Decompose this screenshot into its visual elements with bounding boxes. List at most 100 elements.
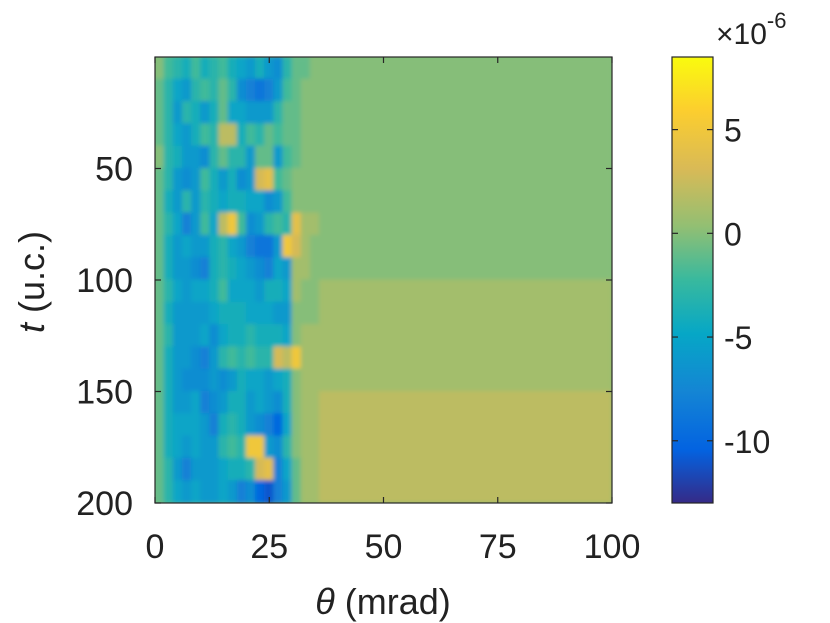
heatmap-cell [227, 346, 238, 370]
heatmap-cell [387, 480, 430, 503]
heatmap-cell [273, 234, 284, 259]
heatmap-cell [328, 101, 341, 125]
heatmap-cell [155, 391, 165, 415]
heatmap-cell [218, 391, 229, 415]
heatmap-cell [200, 123, 211, 147]
heatmap-cell [209, 435, 220, 459]
heatmap-cell [273, 457, 284, 482]
colorbar-tick-label: 5 [724, 113, 742, 149]
heatmap-cell [387, 324, 430, 348]
heatmap-cell [428, 78, 476, 103]
heatmap-cell [227, 168, 238, 192]
heatmap-cell [328, 145, 341, 169]
heatmap-cell [155, 145, 165, 169]
heatmap-cell [282, 480, 293, 503]
heatmap-cell [328, 301, 341, 326]
heatmap-plot-area [155, 57, 612, 503]
heatmap-cell [387, 234, 430, 259]
heatmap-cell [328, 279, 341, 303]
heatmap-cell [255, 301, 266, 326]
heatmap-cell [428, 168, 476, 192]
heatmap-cell [339, 101, 359, 125]
colorbar-gradient [672, 57, 713, 503]
heatmap-cell [255, 168, 266, 192]
colorbar: 5 0 -5 -10 ×10-6 [671, 8, 786, 504]
heatmap-cell [245, 57, 257, 80]
heatmap-cell [209, 190, 220, 214]
heatmap-cell [474, 391, 522, 415]
heatmap-cell [218, 234, 229, 259]
heatmap-cell [339, 78, 359, 103]
heatmap-cell [291, 145, 302, 169]
heatmap-cell [387, 457, 430, 482]
heatmap-cell [387, 279, 430, 303]
heatmap-cell [245, 346, 257, 370]
heatmap-cell [339, 257, 359, 281]
heatmap-cell [565, 368, 612, 392]
heatmap-cell [264, 168, 275, 192]
heatmap-cell [218, 301, 229, 326]
heatmap-cell [520, 123, 567, 147]
heatmap-cell [245, 123, 257, 147]
heatmap-cell [218, 346, 229, 370]
heatmap-cell [328, 457, 341, 482]
heatmap-cell [191, 324, 202, 348]
heatmap-cell [255, 257, 266, 281]
heatmap-cell [191, 212, 202, 236]
heatmap-cell [474, 168, 522, 192]
heatmap-cell [520, 78, 567, 103]
heatmap-cell [520, 413, 567, 437]
heatmap-cell [282, 368, 293, 392]
heatmap-cell [172, 279, 183, 303]
heatmap-cell [357, 190, 389, 214]
heatmap-cell [200, 190, 211, 214]
heatmap-cell [319, 324, 330, 348]
heatmap-cell [163, 101, 174, 125]
heatmap-cell [319, 101, 330, 125]
heatmap-cell [339, 368, 359, 392]
heatmap-cell [264, 234, 275, 259]
heatmap-cell [319, 123, 330, 147]
heatmap-cell [155, 257, 165, 281]
heatmap-cell [319, 346, 330, 370]
heatmap-cell [209, 301, 220, 326]
heatmap-cell [428, 101, 476, 125]
heatmap-cell [200, 301, 211, 326]
heatmap-cell [245, 168, 257, 192]
heatmap-cell [474, 234, 522, 259]
heatmap-cell [387, 301, 430, 326]
heatmap-cell [181, 301, 193, 326]
heatmap-cell [339, 123, 359, 147]
heatmap-cell [163, 301, 174, 326]
heatmap-cell [264, 78, 275, 103]
heatmap-cell [520, 301, 567, 326]
heatmap-cell [264, 190, 275, 214]
heatmap-cell [300, 413, 311, 437]
heatmap-cell [328, 257, 341, 281]
heatmap-cell [309, 435, 321, 459]
heatmap-cell [282, 168, 293, 192]
heatmap-cell [520, 480, 567, 503]
heatmap-cell [273, 301, 284, 326]
heatmap-cell [200, 57, 211, 80]
heatmap-cell [565, 168, 612, 192]
y-tick-label: 200 [76, 485, 133, 523]
heatmap-cell [357, 346, 389, 370]
heatmap-cell [520, 435, 567, 459]
heatmap-cell [218, 78, 229, 103]
heatmap-cell [181, 324, 193, 348]
heatmap-cell [328, 368, 341, 392]
heatmap-cell [339, 234, 359, 259]
heatmap-cell [236, 101, 247, 125]
heatmap-cell [300, 57, 311, 80]
heatmap-cell [565, 212, 612, 236]
x-tick-label: 100 [584, 528, 641, 566]
heatmap-cell [172, 234, 183, 259]
heatmap-cell [172, 368, 183, 392]
heatmap-cell [282, 190, 293, 214]
heatmap-cell [520, 279, 567, 303]
heatmap-cell [172, 257, 183, 281]
heatmap-cell [181, 123, 193, 147]
heatmap-cell [357, 391, 389, 415]
heatmap-cell [218, 190, 229, 214]
